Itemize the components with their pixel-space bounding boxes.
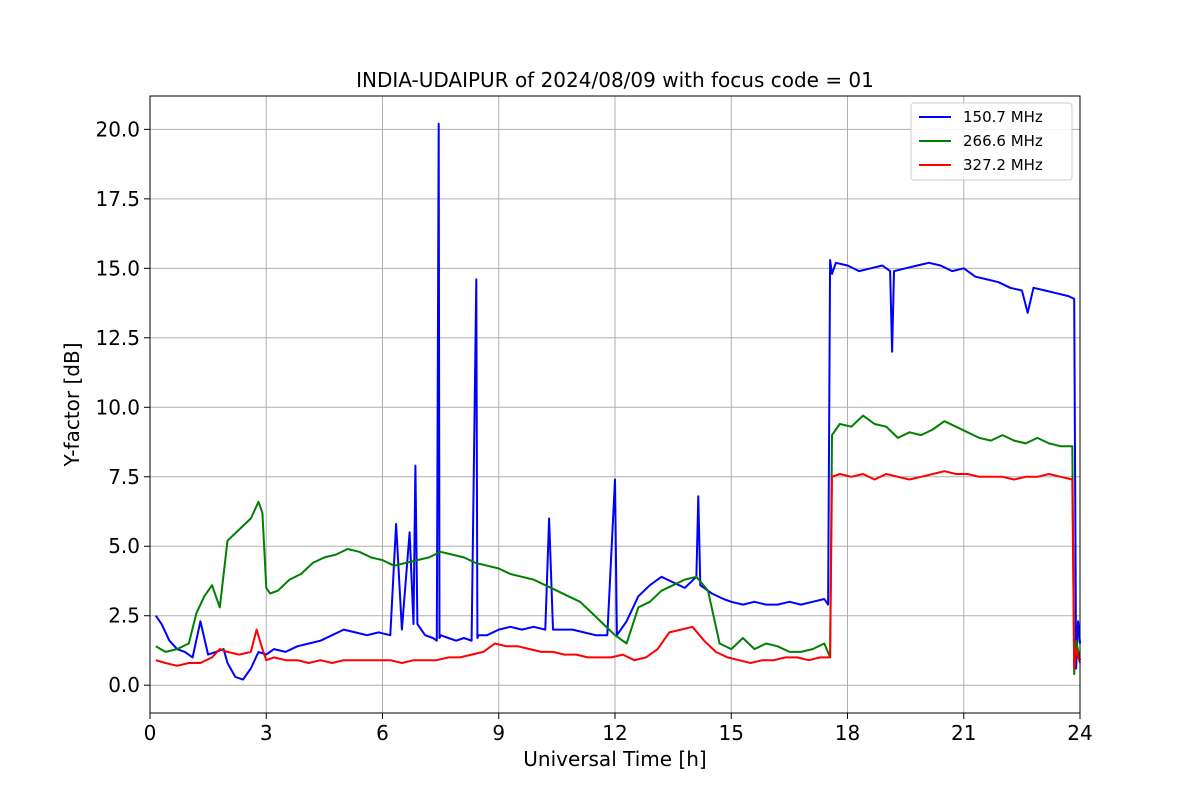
series-line-3 [155,470,1081,670]
x-tick-label: 9 [492,721,505,745]
y-tick-label: 7.5 [108,465,140,489]
y-tick-label: 0.0 [108,673,140,697]
x-tick-label: 0 [144,721,157,745]
y-tick-label: 2.5 [108,604,140,628]
x-tick-label: 6 [376,721,389,745]
y-tick-label: 15.0 [95,256,140,280]
legend-box [910,102,1073,181]
legend-label-1: 150.7 MHz [963,108,1043,126]
y-axis-title: Y-factor [dB] [60,342,84,467]
x-tick-label: 12 [602,721,627,745]
chart-title: INDIA-UDAIPUR of 2024/08/09 with focus c… [356,68,874,92]
x-tick-label: 24 [1067,721,1092,745]
x-tick-label: 3 [260,721,273,745]
x-axis-ticks: 0 3 6 9 12 15 18 21 24 [144,713,1093,745]
y-tick-label: 17.5 [95,187,140,211]
x-axis-title: Universal Time [h] [523,747,706,771]
x-tick-label: 18 [835,721,860,745]
y-tick-label: 5.0 [108,534,140,558]
y-axis-ticks: 0.0 2.5 5.0 7.5 10.0 12.5 15.0 17.5 20.0 [95,117,150,697]
x-tick-label: 15 [719,721,744,745]
legend-label-3: 327.2 MHz [963,156,1043,174]
y-tick-label: 20.0 [95,117,140,141]
x-tick-label: 21 [951,721,976,745]
y-tick-label: 12.5 [95,326,140,350]
y-tick-label: 10.0 [95,395,140,419]
series-line-1 [154,122,1081,681]
legend-label-2: 266.6 MHz [963,132,1043,150]
legend: 150.7 MHz 266.6 MHz 327.2 MHz [910,102,1073,181]
series-layer [154,122,1081,681]
series-line-2 [155,414,1081,676]
